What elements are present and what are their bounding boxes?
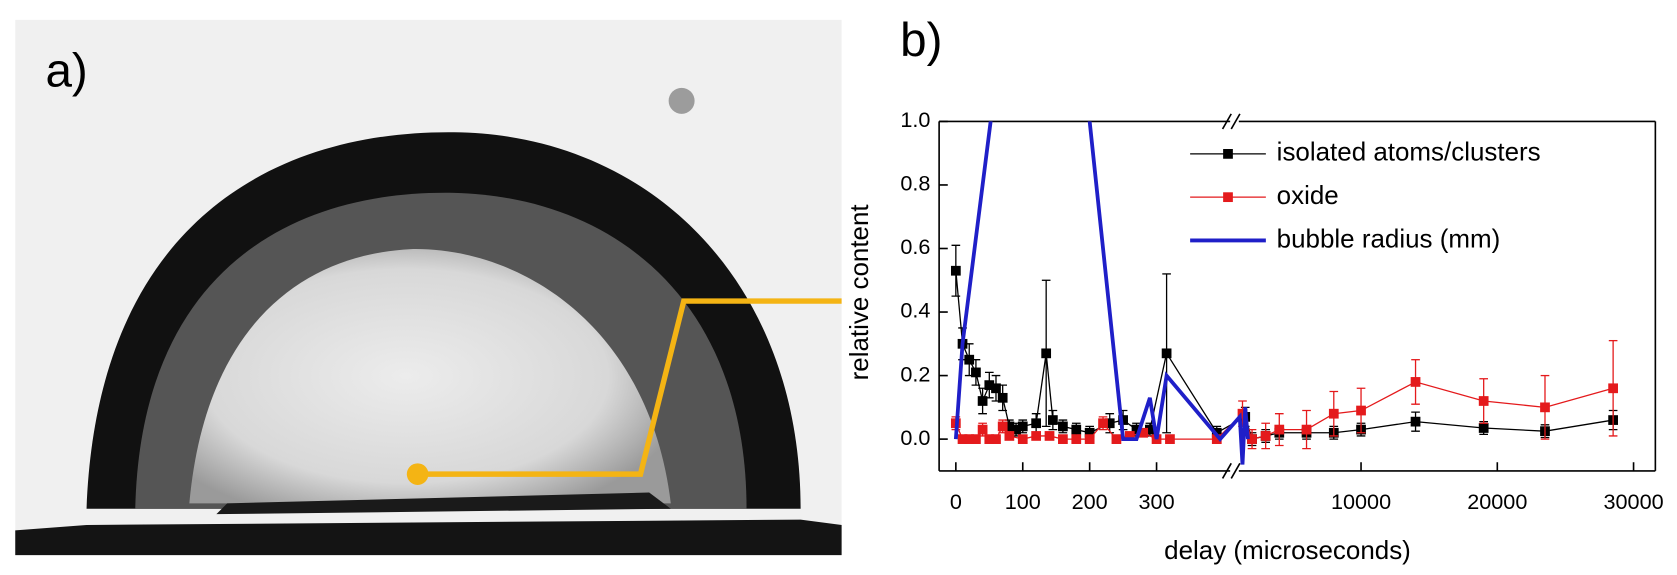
marker: [1161, 348, 1172, 359]
marker: [971, 367, 981, 378]
marker: [1084, 427, 1095, 438]
marker: [1356, 405, 1366, 416]
y-tick-label: 0.2: [900, 361, 930, 386]
marker: [964, 434, 975, 444]
marker: [1478, 423, 1489, 433]
marker: [1211, 434, 1222, 444]
marker: [1328, 408, 1339, 419]
legend-label: oxide: [1277, 180, 1339, 210]
marker: [1410, 377, 1421, 387]
y-axis-label: relative content: [844, 204, 874, 381]
y-tick-label: 1.0: [900, 107, 930, 132]
y-tick-label: 0.8: [900, 171, 930, 196]
x-tick-label: 0: [950, 489, 962, 514]
marker: [1124, 431, 1135, 441]
y-tick-label: 0.4: [900, 298, 930, 323]
marker: [1047, 415, 1058, 425]
marker: [1084, 434, 1095, 444]
axis-break: [1230, 462, 1241, 479]
marker: [1058, 434, 1068, 444]
x-tick-label: 20000: [1467, 489, 1527, 514]
marker: [1247, 434, 1257, 444]
marker: [977, 424, 988, 435]
marker: [1104, 418, 1115, 429]
x-axis-label: delay (microseconds): [1164, 535, 1411, 565]
y-tick-label: 0.0: [900, 425, 930, 450]
marker: [1044, 431, 1055, 441]
marker: [964, 354, 975, 365]
x-tick-label: 10000: [1331, 489, 1391, 514]
x-tick-label: 300: [1139, 489, 1175, 514]
series-group: [950, 121, 1618, 465]
marker: [950, 265, 961, 276]
marker: [1071, 434, 1082, 444]
marker: [1478, 396, 1489, 406]
marker: [991, 434, 1001, 444]
marker: [1237, 408, 1248, 419]
marker: [997, 421, 1008, 432]
marker: [1098, 418, 1108, 429]
marker: [1260, 431, 1271, 441]
marker: [1165, 434, 1175, 444]
marker: [1071, 424, 1082, 435]
marker: [1131, 424, 1142, 435]
marker: [1274, 424, 1285, 435]
marker: [971, 434, 981, 444]
marker: [977, 396, 988, 406]
marker: [1111, 434, 1122, 444]
photo: [15, 19, 842, 556]
axis-break: [1221, 113, 1232, 130]
marker: [1410, 416, 1421, 427]
marker: [1118, 415, 1128, 425]
series-line: [955, 270, 1614, 440]
marker: [984, 380, 995, 390]
marker: [1017, 421, 1028, 432]
axis-break: [1230, 113, 1241, 130]
marker: [957, 434, 968, 444]
marker: [1138, 427, 1149, 438]
marker: [997, 392, 1008, 403]
marker: [1031, 431, 1042, 441]
legend-label: bubble radius (mm): [1277, 223, 1501, 253]
marker: [984, 434, 995, 444]
axis-break: [1221, 462, 1232, 479]
x-tick-label: 200: [1072, 489, 1108, 514]
x-tick-label: 100: [1005, 489, 1041, 514]
marker: [1004, 421, 1015, 432]
marker: [1017, 434, 1028, 444]
marker: [1145, 424, 1155, 435]
marker: [1031, 418, 1042, 429]
legend-marker: [1223, 149, 1233, 159]
legend-label: isolated atoms/clusters: [1277, 137, 1541, 167]
marker: [1058, 421, 1068, 432]
legend-marker: [1223, 192, 1233, 203]
x-tick-label: 30000: [1603, 489, 1663, 514]
series-line: [953, 121, 1250, 465]
marker: [1004, 431, 1015, 441]
marker: [991, 383, 1001, 394]
panel-label: a): [45, 44, 87, 97]
marker: [1608, 383, 1618, 394]
marker: [1011, 424, 1021, 435]
marker: [1540, 402, 1550, 413]
marker: [1301, 424, 1312, 435]
panel-label: b): [900, 14, 942, 67]
marker: [1041, 348, 1052, 359]
y-tick-label: 0.6: [900, 234, 930, 259]
